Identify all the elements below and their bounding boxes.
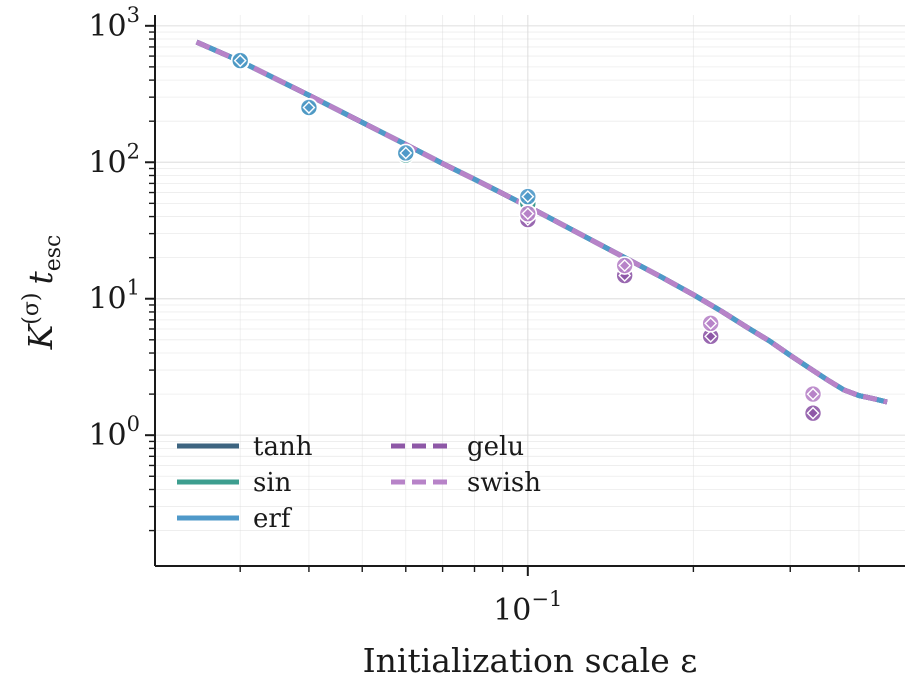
- y-axis-label: K(σ) tesc: [19, 235, 66, 351]
- y-axis-label-t: t: [21, 271, 60, 285]
- axes: [154, 15, 905, 567]
- y-axis-label-k: K: [21, 322, 60, 350]
- y-tick-label: 102: [88, 139, 140, 180]
- legend-label-erf: erf: [253, 504, 293, 534]
- ticks: 100 101 102 103 10−1: [88, 3, 860, 628]
- x-axis-label: Initialization scale ε: [363, 641, 698, 680]
- grid: [155, 15, 905, 566]
- legend: tanh sin erf gelu swish: [177, 432, 541, 534]
- series-lines: [195, 39, 888, 405]
- point-diamond-erf: [302, 101, 316, 114]
- point-diamond-swish: [618, 259, 632, 273]
- point-diamond-swish: [521, 207, 535, 221]
- legend-label-gelu: gelu: [467, 432, 524, 462]
- point-diamond-erf: [399, 146, 413, 160]
- point-diamond-gelu: [806, 406, 820, 420]
- point-diamond-swish: [704, 316, 718, 330]
- point-diamond-swish: [806, 387, 820, 401]
- y-tick-label: 101: [88, 276, 140, 317]
- series-line-swish: [195, 39, 888, 405]
- data-points: [230, 50, 823, 423]
- y-axis-label-sup: (σ): [19, 293, 44, 325]
- y-tick-label: 103: [88, 3, 140, 44]
- point-diamond-erf: [233, 54, 247, 68]
- point-diamond-erf: [521, 190, 535, 204]
- y-axis-label-sub: esc: [41, 235, 66, 272]
- legend-label-tanh: tanh: [253, 432, 313, 462]
- legend-label-sin: sin: [253, 468, 292, 498]
- y-tick-label: 100: [88, 412, 140, 453]
- x-tick-label: 10−1: [493, 587, 562, 628]
- point-diamond-gelu: [704, 329, 718, 343]
- legend-label-swish: swish: [467, 468, 541, 498]
